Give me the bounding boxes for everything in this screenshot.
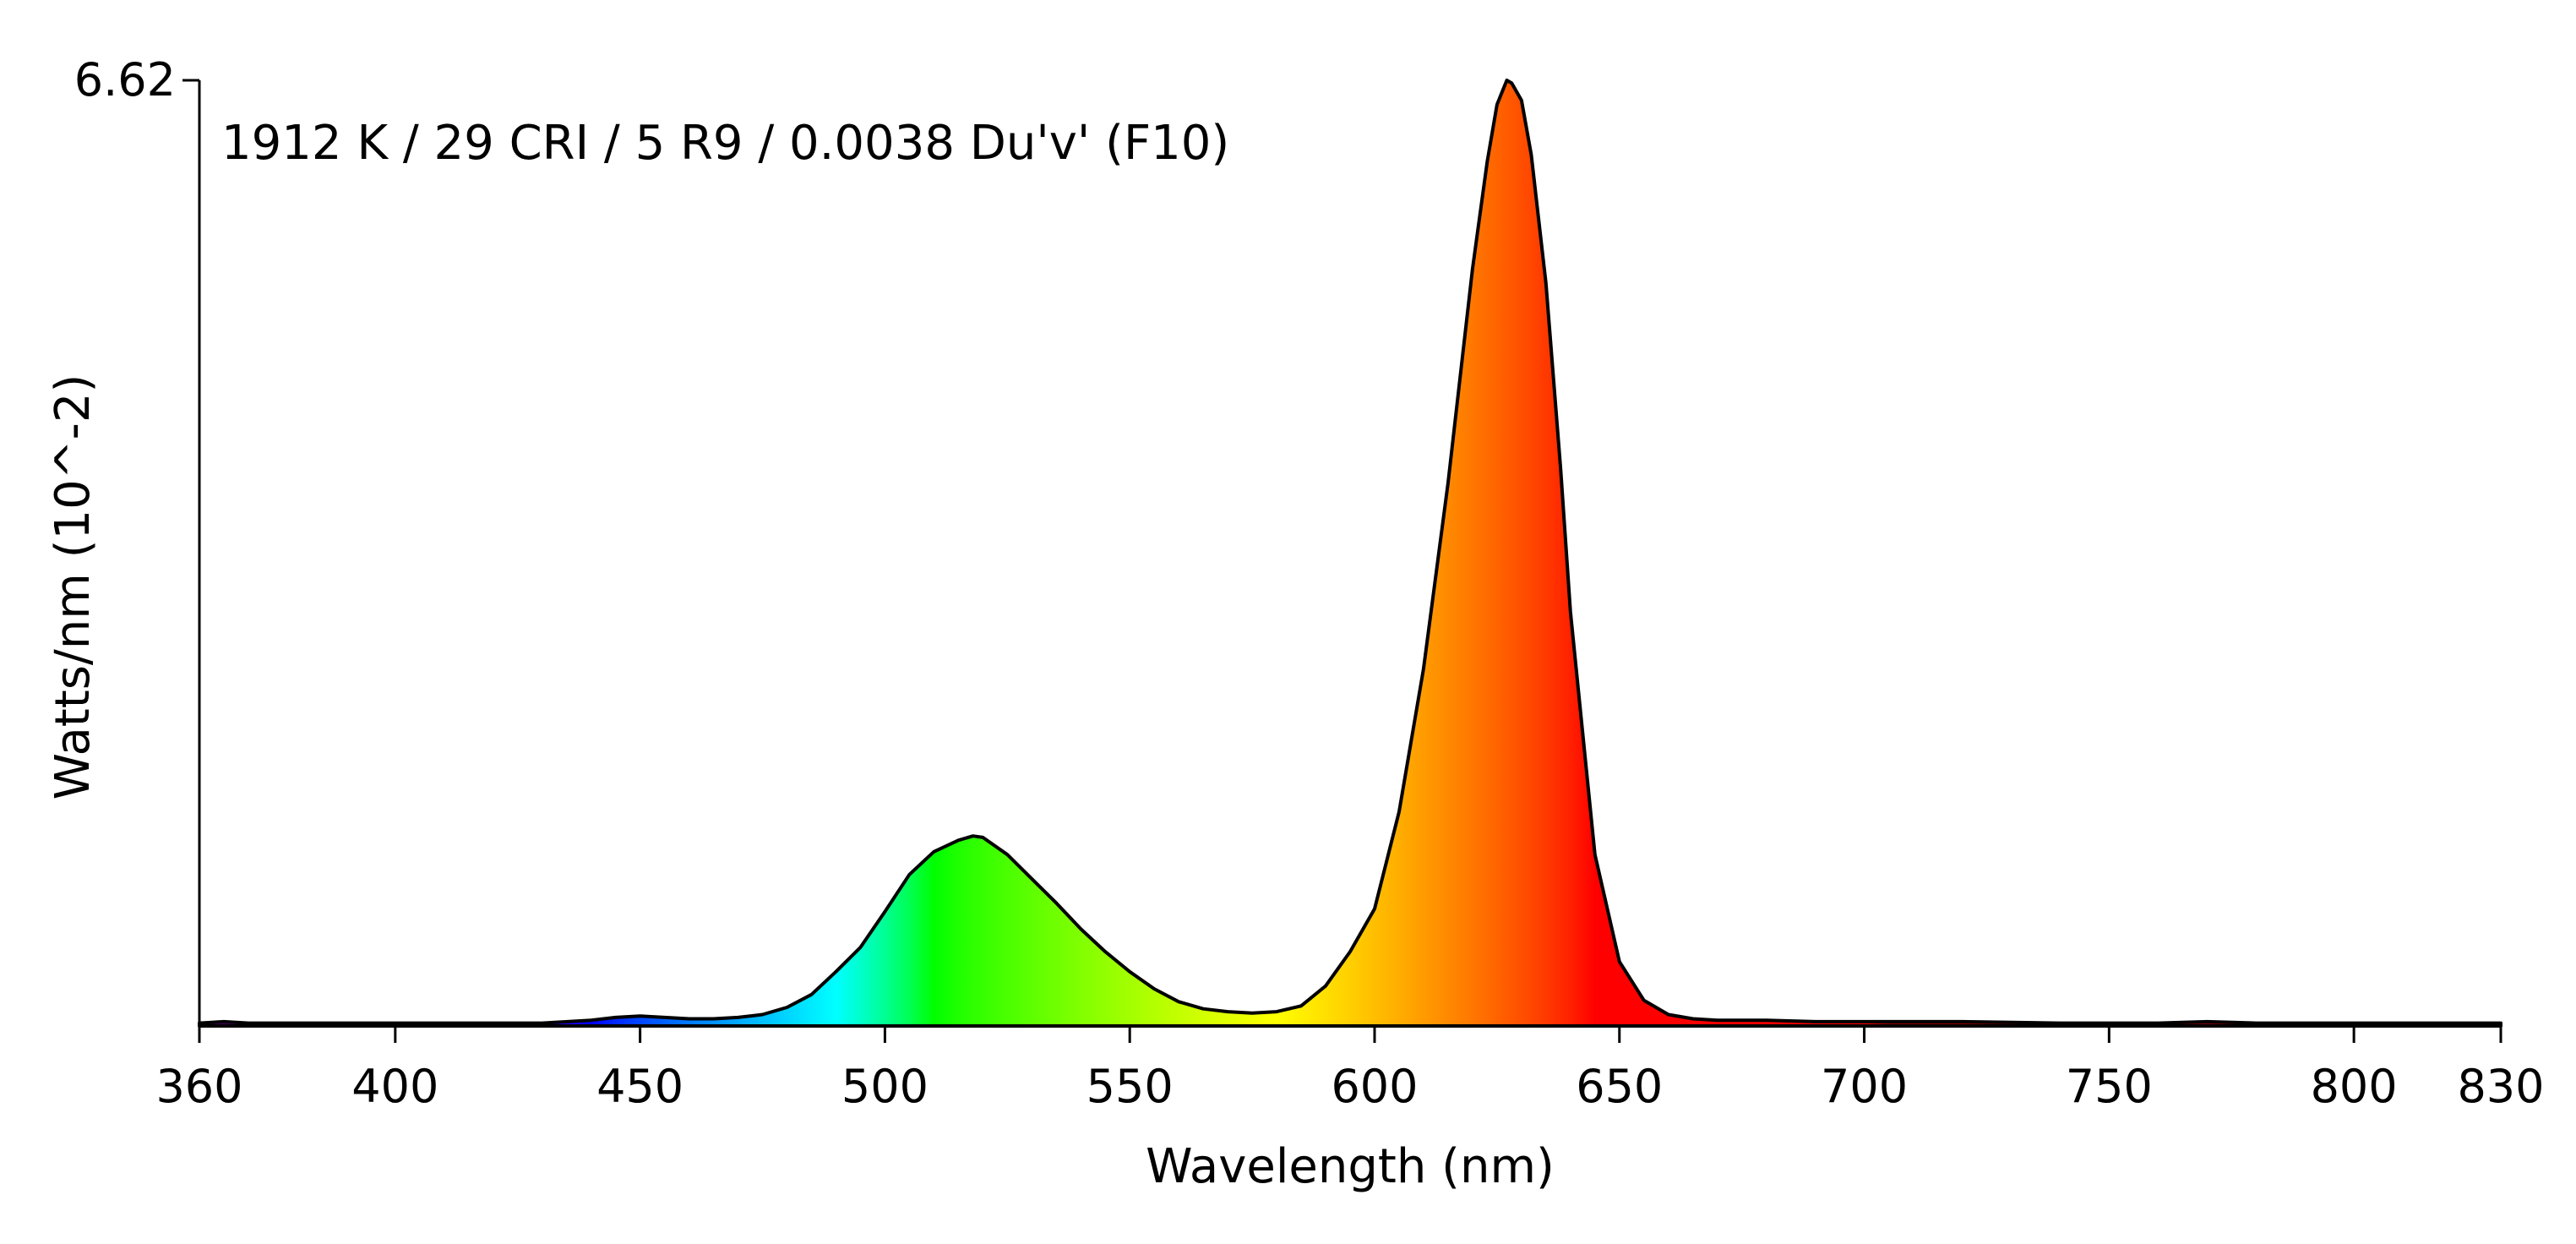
spectrum-area-layer bbox=[198, 79, 2502, 1028]
x-tick-label: 600 bbox=[1331, 1060, 1418, 1113]
spectrum-series-area bbox=[198, 79, 2502, 1028]
x-tick-label: 500 bbox=[841, 1060, 929, 1113]
x-tick-label: 750 bbox=[2066, 1060, 2153, 1113]
x-tick-label: 700 bbox=[1821, 1060, 1908, 1113]
tick-labels: 360 400 450 500 550 600 650 700 750 800 830 6.62 bbox=[74, 53, 2545, 1113]
y-axis-label: Watts/nm (10^-2) bbox=[46, 374, 101, 800]
y-tick-label: 6.62 bbox=[74, 53, 176, 106]
x-axis-label: Wavelength (nm) bbox=[1146, 1139, 1555, 1194]
axes bbox=[198, 80, 2501, 1028]
x-tick-label: 830 bbox=[2457, 1060, 2544, 1113]
x-tick-label: 550 bbox=[1086, 1060, 1174, 1113]
x-tick-label: 650 bbox=[1576, 1060, 1663, 1113]
x-tick-label: 450 bbox=[596, 1060, 683, 1113]
x-tick-label: 800 bbox=[2311, 1060, 2398, 1113]
chart-annotation: 1912 K / 29 CRI / 5 R9 / 0.0038 Du'v' (F… bbox=[221, 116, 1229, 171]
x-tick-label: 360 bbox=[155, 1060, 242, 1113]
x-tick-label: 400 bbox=[351, 1060, 438, 1113]
